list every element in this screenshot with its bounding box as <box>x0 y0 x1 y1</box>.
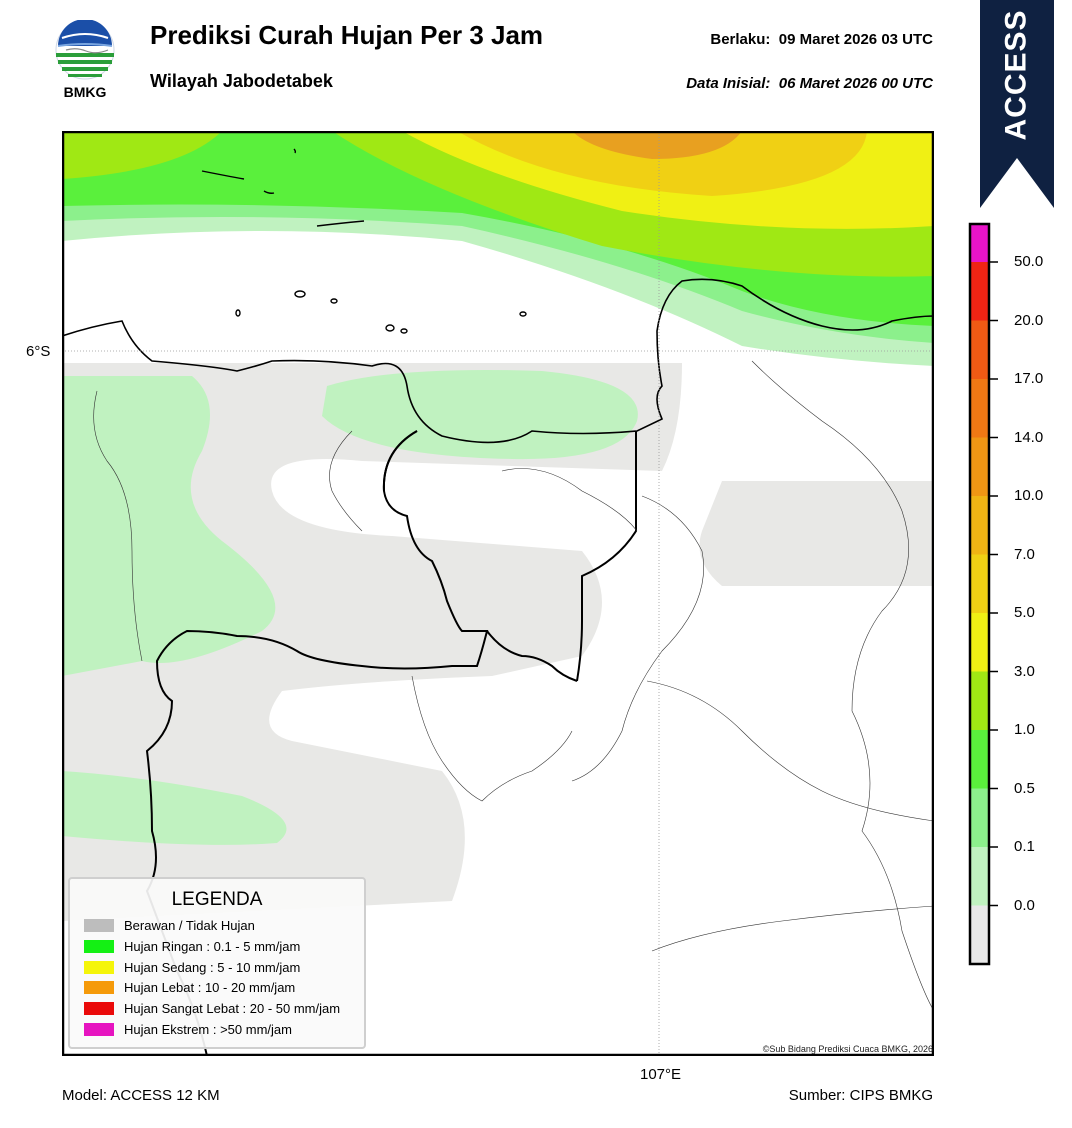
legend-label: Hujan Sangat Lebat : 20 - 50 mm/jam <box>124 1000 341 1016</box>
bmkg-logo <box>55 20 115 80</box>
colorbar-ticks <box>989 261 998 907</box>
legend-swatch <box>84 939 114 953</box>
legend-item-very-heavy: Hujan Sangat Lebat : 20 - 50 mm/jam <box>84 1000 341 1016</box>
valid-time-value: 09 Maret 2026 03 UTC <box>778 31 933 48</box>
colorbar-segment <box>970 379 989 438</box>
legend-swatch <box>84 960 114 974</box>
colorbar-label: 14.0 <box>1014 428 1044 446</box>
colorbar-label: 10.0 <box>1014 487 1044 504</box>
colorbar-segments <box>970 224 989 964</box>
colorbar-label: 0.1 <box>1014 838 1035 855</box>
colorbar-segment <box>970 847 989 906</box>
islands <box>201 148 527 334</box>
map-frame <box>62 131 934 1056</box>
colorbar-label: 20.0 <box>1014 311 1044 329</box>
colorbar-segment <box>970 262 989 321</box>
access-ribbon <box>980 0 1054 208</box>
colorbar-label: 50.0 <box>1014 253 1044 270</box>
rain-bands <box>62 131 934 366</box>
legend-item-light: Hujan Ringan : 0.1 - 5 mm/jam <box>84 938 301 954</box>
colorbar-segment <box>970 788 989 847</box>
colorbar-label: 3.0 <box>1014 662 1035 680</box>
legend-item-moderate: Hujan Sedang : 5 - 10 mm/jam <box>84 959 301 975</box>
colorbar-label: 0.5 <box>1014 779 1035 797</box>
legend-swatch <box>84 1001 114 1015</box>
valid-time: Berlaku: 09 Maret 2026 03 UTC <box>710 31 933 48</box>
legend-label: Hujan Lebat : 10 - 20 mm/jam <box>124 979 296 995</box>
legend-item-cloudy: Berawan / Tidak Hujan <box>84 917 255 933</box>
legend-title: LEGENDA <box>171 889 263 910</box>
colorbar-label: 5.0 <box>1014 604 1035 621</box>
legend-swatch <box>84 918 114 932</box>
colorbar-frame <box>968 222 991 966</box>
coastlines <box>62 278 934 444</box>
page-subtitle: Wilayah Jabodetabek <box>150 71 333 91</box>
initial-time-value: 06 Maret 2026 00 UTC <box>778 75 933 92</box>
legend-swatch <box>84 980 114 994</box>
district-borders <box>93 360 934 1012</box>
legend-label: Hujan Ringan : 0.1 - 5 mm/jam <box>124 938 301 954</box>
legend-swatch <box>84 1022 114 1036</box>
legend-item-extreme: Hujan Ekstrem : >50 mm/jam <box>84 1021 292 1037</box>
valid-time-label: Berlaku: <box>710 31 771 48</box>
colorbar-label: 0.0 <box>1014 896 1035 914</box>
colorbar <box>968 222 998 966</box>
legend-label: Hujan Ekstrem : >50 mm/jam <box>124 1021 292 1037</box>
cloud-layer <box>62 363 934 921</box>
source-text: Sumber: CIPS BMKG <box>788 1087 933 1104</box>
legend-label: Hujan Sedang : 5 - 10 mm/jam <box>124 959 301 975</box>
colorbar-segment <box>970 671 989 730</box>
latitude-label: 6°S <box>26 343 51 360</box>
colorbar-segment <box>970 613 989 672</box>
page-title: Prediksi Curah Hujan Per 3 Jam <box>150 20 544 50</box>
light-rain-patches <box>62 370 638 845</box>
colorbar-label: 1.0 <box>1014 721 1035 738</box>
model-text: Model: ACCESS 12 KM <box>62 1087 220 1104</box>
ribbon-label: ACCESS <box>980 0 1054 150</box>
colorbar-segment <box>970 554 989 613</box>
rainfall-map <box>62 131 934 1056</box>
province-borders <box>145 430 637 1056</box>
legend-label: Berawan / Tidak Hujan <box>124 917 255 933</box>
colorbar-segment <box>970 905 989 964</box>
colorbar-segment <box>970 224 989 262</box>
initial-time: Data Inisial: 06 Maret 2026 00 UTC <box>686 75 933 92</box>
legend-item-heavy: Hujan Lebat : 10 - 20 mm/jam <box>84 979 296 995</box>
colorbar-segment <box>970 437 989 496</box>
gridlines <box>62 131 934 1056</box>
copyright-text: ©Sub Bidang Prediksi Cuaca BMKG, 2026 <box>762 1044 933 1054</box>
ribbon-text: ACCESS <box>1000 9 1033 141</box>
colorbar-segment <box>970 320 989 379</box>
longitude-label: 107°E <box>640 1066 682 1083</box>
colorbar-segment <box>970 730 989 789</box>
colorbar-label: 17.0 <box>1014 370 1044 387</box>
colorbar-label: 7.0 <box>1014 545 1035 563</box>
logo-text: BMKG <box>63 84 107 100</box>
colorbar-segment <box>970 496 989 555</box>
initial-time-label: Data Inisial: <box>686 75 771 92</box>
legend: LEGENDA Berawan / Tidak Hujan Hujan Ring… <box>68 877 366 1049</box>
